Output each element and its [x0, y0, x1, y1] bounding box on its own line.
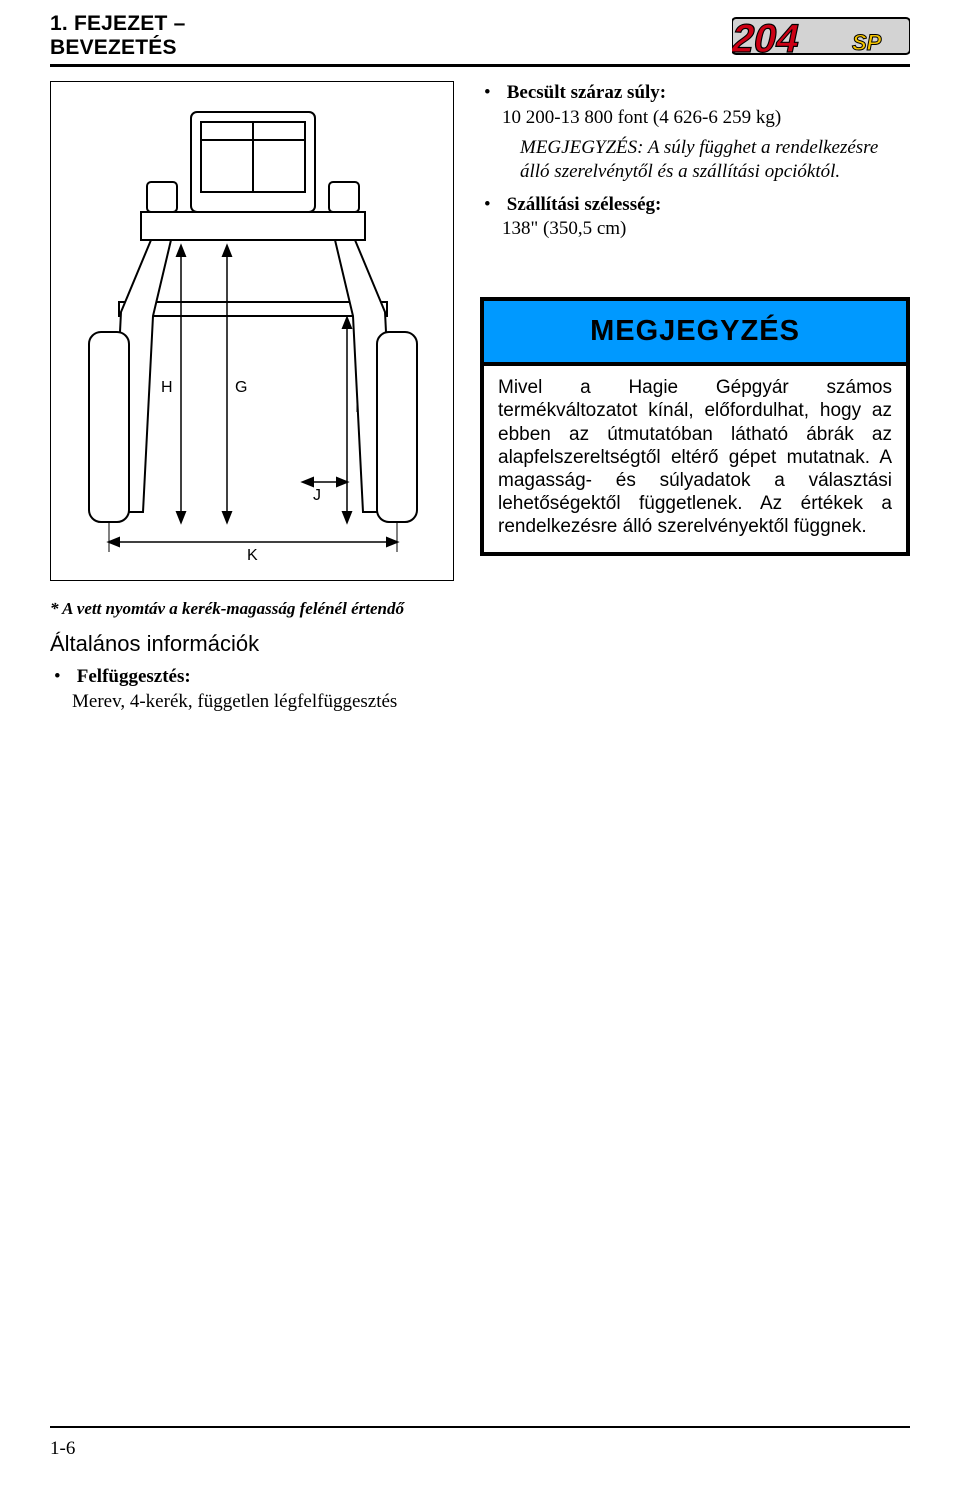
- weight-note: MEGJEGYZÉS: A súly függhet a rendelkezés…: [520, 136, 910, 185]
- general-info-heading: Általános információk: [50, 631, 454, 657]
- logo-number: 204: [732, 15, 804, 60]
- dry-weight-item: Becsült száraz súly: 10 200-13 800 font …: [502, 81, 910, 130]
- chapter-title-line1: 1. FEJEZET –: [50, 12, 185, 35]
- diagram-label-j: J: [313, 487, 321, 504]
- notice-body: Mivel a Hagie Gépgyár számos termékválto…: [484, 366, 906, 552]
- machine-diagram: H G I J K: [50, 81, 454, 581]
- dry-weight-value: 10 200-13 800 font (4 626-6 259 kg): [502, 106, 910, 130]
- spec-list-2: Szállítási szélesség: 138" (350,5 cm): [480, 193, 910, 242]
- suspension-value: Merev, 4-kerék, független légfelfüggeszt…: [72, 690, 454, 714]
- notice-heading: MEGJEGYZÉS: [484, 301, 906, 366]
- spec-list: Becsült száraz súly: 10 200-13 800 font …: [480, 81, 910, 130]
- ship-width-label: Szállítási szélesség: [507, 194, 655, 215]
- diagram-label-g: G: [235, 379, 247, 396]
- chapter-title-line2: BEVEZETÉS: [50, 36, 177, 59]
- diagram-label-h: H: [161, 379, 173, 396]
- footer-rule: [50, 1426, 910, 1428]
- diagram-footnote: * A vett nyomtáv a kerék-magasság feléné…: [50, 599, 454, 619]
- general-info-list: Felfüggesztés: Merev, 4-kerék, független…: [50, 665, 454, 714]
- diagram-label-i: I: [355, 399, 359, 416]
- brand-logo: 204 SP: [732, 12, 910, 60]
- logo-suffix: SP: [852, 30, 882, 55]
- notice-box: MEGJEGYZÉS Mivel a Hagie Gépgyár számos …: [480, 297, 910, 556]
- ship-width-item: Szállítási szélesség: 138" (350,5 cm): [502, 193, 910, 242]
- ship-width-value: 138" (350,5 cm): [502, 217, 910, 241]
- chapter-title: 1. FEJEZET – BEVEZETÉS: [50, 12, 185, 60]
- dry-weight-label: Becsült száraz súly: [507, 82, 660, 103]
- suspension-item: Felfüggesztés: Merev, 4-kerék, független…: [72, 665, 454, 714]
- suspension-label: Felfüggesztés: [77, 666, 185, 687]
- page-number: 1-6: [50, 1438, 910, 1460]
- header-rule: [50, 64, 910, 67]
- diagram-label-k: K: [247, 547, 258, 564]
